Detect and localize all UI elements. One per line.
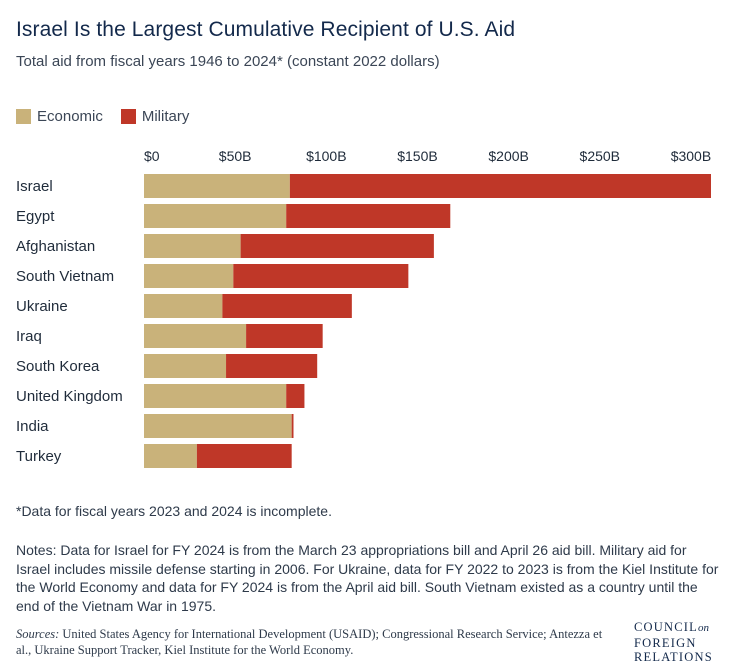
bar-economic — [144, 384, 287, 408]
x-tick-label: $250B — [580, 148, 620, 164]
legend-swatch-military — [120, 109, 136, 124]
legend-label-economic: Economic — [37, 108, 103, 125]
bar-military — [233, 264, 409, 288]
legend-label-military: Military — [141, 108, 190, 125]
bar-military — [240, 234, 434, 258]
bar-chart: $0 $50B $100B $150B $200B $250B $300B Israel Egy… — [16, 148, 711, 468]
notes: Notes: Data for Israel for FY 2024 is fr… — [16, 542, 719, 614]
category-label: South Korea — [16, 358, 100, 375]
legend-swatch-economic — [16, 109, 31, 124]
x-tick-label: $300B — [671, 148, 711, 164]
bar-economic — [144, 354, 227, 378]
logo-line1: COUNCIL — [634, 620, 698, 634]
category-label: Afghanistan — [16, 238, 95, 255]
sources: Sources: United States Agency for Intern… — [16, 626, 616, 658]
legend: Economic Military — [16, 108, 207, 125]
bar-military — [246, 324, 323, 348]
bar-military — [286, 204, 451, 228]
bar-economic — [144, 324, 247, 348]
category-label: Egypt — [16, 208, 55, 225]
bar-economic — [144, 444, 197, 468]
cfr-logo: COUNCILon FOREIGN RELATIONS — [634, 620, 713, 665]
bar-military — [196, 444, 292, 468]
bar-economic — [144, 174, 290, 198]
bar-military — [226, 354, 318, 378]
bar-military — [289, 174, 711, 198]
logo-line1-suffix: on — [697, 622, 709, 634]
bar-military — [291, 414, 294, 438]
bar-economic — [144, 294, 223, 318]
x-tick-label: $50B — [219, 148, 252, 164]
bar-military — [286, 384, 305, 408]
legend-item-military: Military — [120, 108, 190, 125]
category-label: United Kingdom — [16, 388, 123, 405]
category-label: South Vietnam — [16, 268, 114, 285]
category-label: Turkey — [16, 448, 62, 465]
chart-title: Israel Is the Largest Cumulative Recipie… — [16, 18, 516, 41]
sources-text: United States Agency for International D… — [16, 627, 603, 657]
bar-military — [222, 294, 352, 318]
category-label: Iraq — [16, 328, 42, 345]
bar-economic — [144, 264, 234, 288]
category-label: India — [16, 418, 49, 435]
x-tick-label: $200B — [488, 148, 528, 164]
x-tick-label: $0 — [144, 148, 160, 164]
bar-economic — [144, 204, 287, 228]
legend-item-economic: Economic — [16, 108, 103, 125]
x-tick-label: $100B — [306, 148, 346, 164]
logo-line2: FOREIGN — [634, 635, 697, 650]
x-tick-label: $150B — [397, 148, 437, 164]
sources-label: Sources: — [16, 627, 60, 641]
category-label: Israel — [16, 178, 53, 195]
category-label: Ukraine — [16, 298, 68, 315]
bar-economic — [144, 414, 292, 438]
footnote: *Data for fiscal years 2023 and 2024 is … — [16, 503, 332, 519]
chart-subtitle: Total aid from fiscal years 1946 to 2024… — [16, 53, 440, 70]
bar-economic — [144, 234, 241, 258]
logo-line3: RELATIONS — [634, 650, 713, 664]
